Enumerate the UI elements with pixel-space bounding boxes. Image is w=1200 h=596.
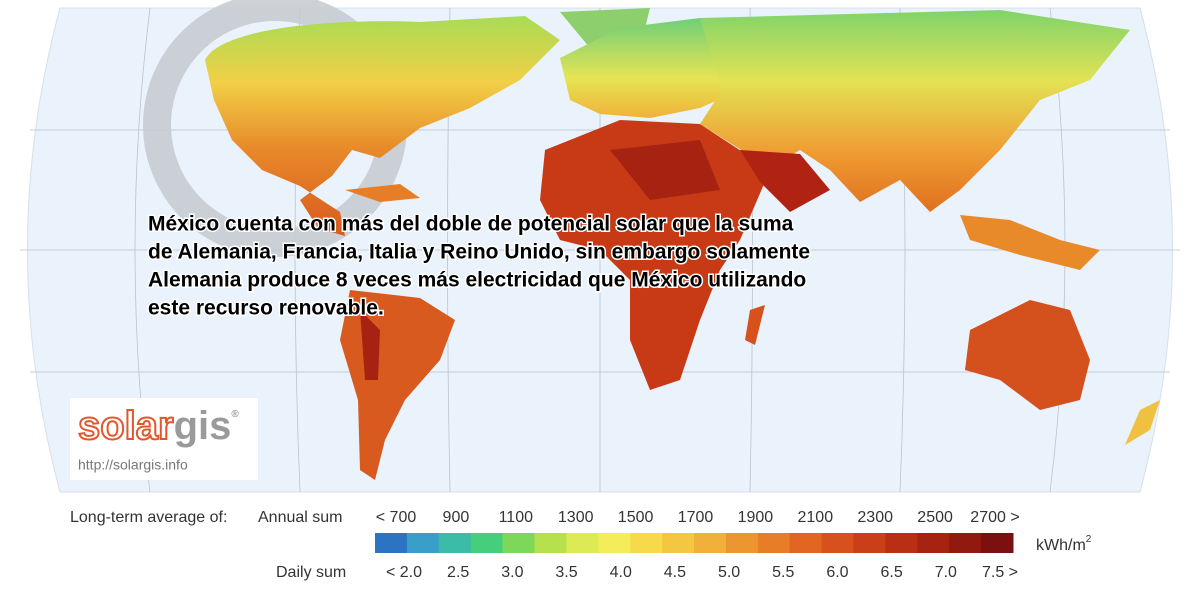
- logo-url: http://solargis.info: [78, 457, 188, 473]
- annual-tick-label: < 700: [376, 509, 417, 526]
- color-cell: [630, 533, 663, 553]
- color-cell: [981, 533, 1014, 553]
- caption-line: de Alemania, Francia, Italia y Reino Uni…: [148, 241, 810, 264]
- caption-line: México cuenta con más del doble de poten…: [148, 213, 794, 236]
- color-cell: [725, 533, 759, 553]
- caption-line: Alemania produce 8 veces más electricida…: [148, 269, 806, 292]
- color-cell: [502, 533, 535, 553]
- annual-tick-label: 1100: [499, 509, 534, 526]
- color-cell: [406, 533, 440, 553]
- map-area: México cuenta con más del doble de poten…: [20, 0, 1180, 493]
- color-cell: [534, 533, 567, 553]
- color-cell: [853, 533, 886, 553]
- color-cell: [789, 533, 823, 553]
- color-cell: [375, 533, 408, 553]
- logo-solar: solar: [78, 404, 174, 448]
- color-cell: [598, 533, 631, 553]
- unit-text: kWh/m: [1036, 537, 1086, 554]
- logo-gis: gis: [174, 404, 232, 448]
- color-cell: [566, 533, 599, 553]
- logo: solargis®: [78, 404, 239, 448]
- daily-tick-label: 5.5: [772, 564, 794, 581]
- caption: México cuenta con más del doble de poten…: [147, 211, 812, 321]
- daily-label: Daily sum: [276, 564, 346, 581]
- annual-tick-label: 1700: [678, 509, 714, 526]
- daily-tick-label: < 2.0: [386, 564, 422, 581]
- logo-mark: ®: [231, 409, 239, 420]
- annual-tick-label: 1500: [618, 509, 654, 526]
- annual-tick-label: 900: [443, 509, 470, 526]
- color-cell: [917, 533, 950, 553]
- land: [205, 8, 1160, 480]
- daily-tick-label: 7.0: [935, 564, 957, 581]
- daily-tick-label: 6.5: [881, 564, 903, 581]
- legend: Long-term average of: Annual sum Daily s…: [70, 509, 1092, 581]
- annual-tick-label: 1300: [558, 509, 594, 526]
- color-cell: [470, 533, 504, 553]
- color-cell: [949, 533, 982, 553]
- color-cell: [757, 533, 791, 553]
- annual-tick-label: 2300: [857, 509, 893, 526]
- annual-tick-label: 1900: [738, 509, 774, 526]
- unit-sup: 2: [1086, 534, 1092, 545]
- color-cell: [821, 533, 854, 553]
- color-cell: [694, 533, 727, 553]
- daily-tick-label: 6.0: [826, 564, 848, 581]
- logo-box: [70, 398, 258, 480]
- color-cell: [885, 533, 918, 553]
- annual-label: Annual sum: [258, 509, 343, 526]
- color-cell: [438, 533, 472, 553]
- daily-tick-label: 2.5: [447, 564, 469, 581]
- daily-tick-label: 3.5: [555, 564, 577, 581]
- annual-tick-label: 2500: [917, 509, 953, 526]
- annual-tick-label: 2700 >: [970, 509, 1019, 526]
- daily-tick-label: 3.0: [501, 564, 523, 581]
- color-cell: [662, 533, 695, 553]
- legend-label: Long-term average of:: [70, 509, 227, 526]
- daily-tick-label: 4.0: [610, 564, 632, 581]
- caption-line: este recurso renovable.: [148, 297, 384, 320]
- daily-tick-label: 5.0: [718, 564, 740, 581]
- daily-tick-label: 4.5: [664, 564, 686, 581]
- unit: kWh/m2: [1036, 534, 1092, 555]
- annual-tick-label: 2100: [798, 509, 834, 526]
- daily-tick-label: 7.5 >: [982, 564, 1018, 581]
